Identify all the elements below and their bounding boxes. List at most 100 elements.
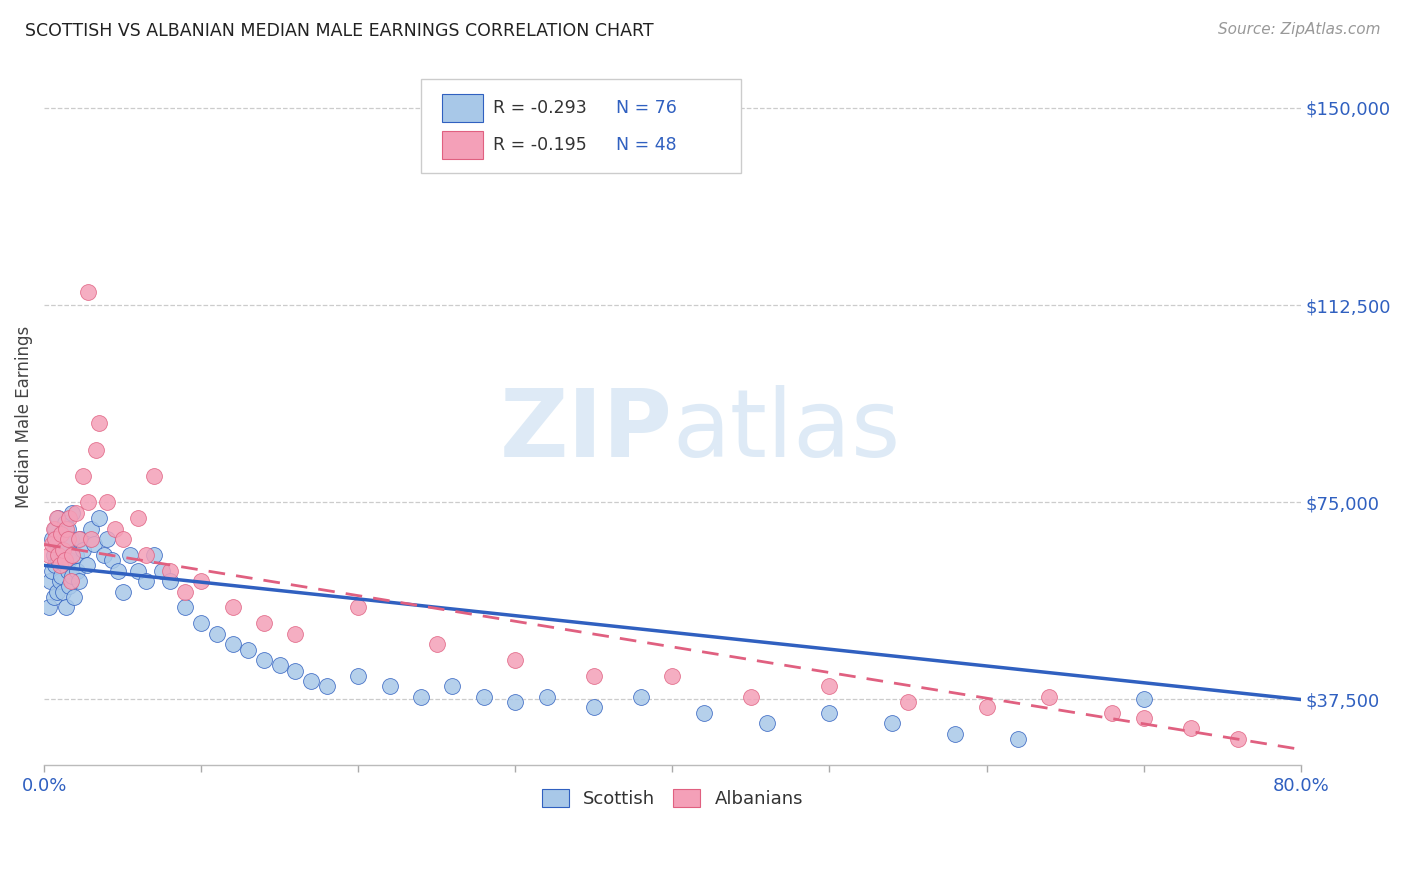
- Point: [87, 417, 110, 431]
- Point: [426, 637, 449, 651]
- Bar: [443, 95, 482, 122]
- Point: [818, 679, 841, 693]
- Point: [127, 564, 149, 578]
- Point: [190, 574, 212, 589]
- Point: [174, 584, 197, 599]
- Point: [661, 669, 683, 683]
- Point: [582, 700, 605, 714]
- Point: [159, 574, 181, 589]
- Point: [45, 511, 67, 525]
- Point: [205, 626, 228, 640]
- Point: [93, 548, 115, 562]
- Point: [60, 569, 83, 583]
- Point: [315, 679, 337, 693]
- Point: [505, 653, 527, 667]
- Point: [67, 532, 90, 546]
- Point: [51, 526, 73, 541]
- Point: [882, 716, 904, 731]
- Point: [46, 548, 69, 562]
- Point: [60, 548, 83, 562]
- Point: [253, 616, 276, 631]
- Point: [52, 548, 75, 562]
- Point: [84, 442, 107, 457]
- Point: [238, 642, 260, 657]
- Point: [59, 532, 82, 546]
- Point: [80, 522, 103, 536]
- Point: [630, 690, 652, 704]
- Point: [58, 553, 80, 567]
- Point: [66, 564, 89, 578]
- Point: [44, 558, 66, 573]
- Point: [536, 690, 558, 704]
- Point: [60, 506, 83, 520]
- Point: [693, 706, 716, 720]
- Point: [80, 532, 103, 546]
- Point: [76, 558, 98, 573]
- Point: [69, 532, 91, 546]
- Point: [58, 579, 80, 593]
- Point: [190, 616, 212, 631]
- Legend: Scottish, Albanians: Scottish, Albanians: [534, 781, 810, 815]
- Point: [53, 553, 76, 567]
- Point: [49, 542, 72, 557]
- Point: [150, 564, 173, 578]
- Point: [127, 511, 149, 525]
- Point: [53, 558, 76, 573]
- Point: [1101, 706, 1123, 720]
- Point: [38, 600, 60, 615]
- Point: [77, 285, 100, 299]
- Point: [818, 706, 841, 720]
- Point: [378, 679, 401, 693]
- Point: [253, 653, 276, 667]
- Point: [1007, 731, 1029, 746]
- Point: [269, 658, 291, 673]
- Point: [755, 716, 778, 731]
- Text: R = -0.195: R = -0.195: [492, 136, 586, 154]
- Point: [143, 548, 166, 562]
- Point: [65, 548, 87, 562]
- Point: [100, 553, 122, 567]
- Point: [143, 469, 166, 483]
- Point: [44, 532, 66, 546]
- Y-axis label: Median Male Earnings: Median Male Earnings: [15, 326, 32, 508]
- Point: [441, 679, 464, 693]
- Point: [51, 569, 73, 583]
- Point: [1132, 711, 1154, 725]
- Text: R = -0.293: R = -0.293: [492, 99, 586, 117]
- Point: [347, 600, 370, 615]
- Point: [96, 495, 118, 509]
- Point: [96, 532, 118, 546]
- Text: atlas: atlas: [672, 384, 901, 477]
- Point: [943, 726, 966, 740]
- Point: [284, 664, 307, 678]
- Point: [111, 584, 134, 599]
- Point: [174, 600, 197, 615]
- Point: [111, 532, 134, 546]
- Point: [41, 564, 63, 578]
- Point: [87, 511, 110, 525]
- Point: [897, 695, 920, 709]
- Point: [135, 548, 157, 562]
- Point: [347, 669, 370, 683]
- Bar: [443, 131, 482, 159]
- Point: [120, 548, 142, 562]
- Text: N = 76: N = 76: [616, 99, 676, 117]
- Point: [42, 522, 65, 536]
- Point: [65, 506, 87, 520]
- Point: [77, 495, 100, 509]
- Point: [41, 537, 63, 551]
- Point: [55, 600, 77, 615]
- Point: [104, 522, 127, 536]
- Point: [63, 590, 86, 604]
- Point: [41, 532, 63, 546]
- Point: [1180, 722, 1202, 736]
- Point: [49, 558, 72, 573]
- Point: [56, 532, 79, 546]
- Point: [42, 548, 65, 562]
- Point: [1132, 692, 1154, 706]
- Point: [299, 674, 322, 689]
- Point: [221, 600, 243, 615]
- Text: N = 48: N = 48: [616, 136, 676, 154]
- Point: [39, 574, 62, 589]
- Point: [67, 574, 90, 589]
